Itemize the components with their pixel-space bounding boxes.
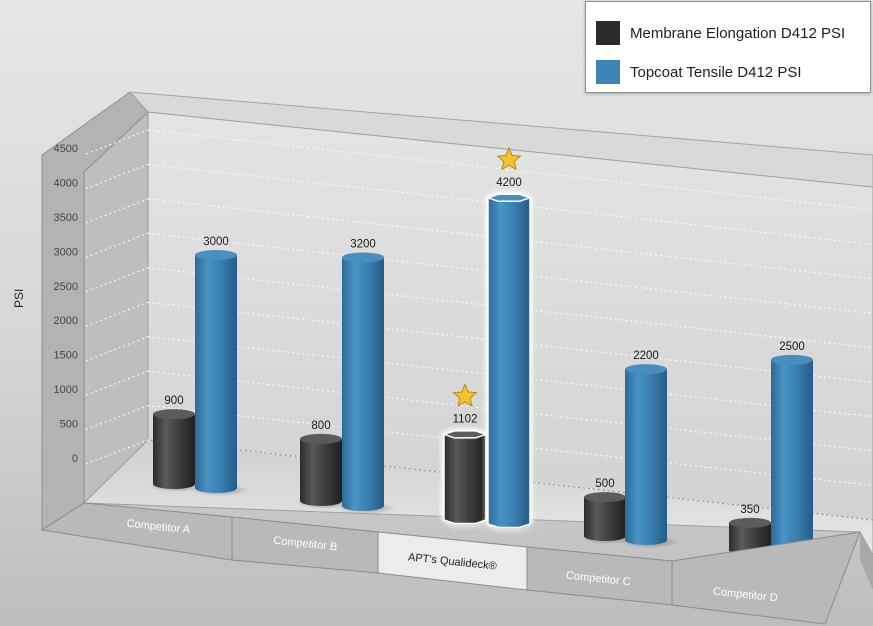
bar-cap <box>153 409 195 420</box>
gridline <box>147 336 873 418</box>
star-icon <box>496 146 522 171</box>
bar-cap <box>195 250 237 260</box>
bar-cap <box>485 193 533 203</box>
right-lip <box>860 532 873 590</box>
bar-body <box>342 257 384 511</box>
legend-swatch-membrane <box>596 21 620 45</box>
legend-label-topcoat: Topcoat Tensile D412 PSI <box>630 63 802 81</box>
gridline-side <box>85 232 149 258</box>
gridline <box>147 198 873 280</box>
y-tick-label: 4000 <box>54 177 78 189</box>
bar-cap <box>342 252 384 263</box>
bar-cap <box>441 430 489 439</box>
gridline <box>147 301 873 383</box>
data-label: 900 <box>164 395 183 407</box>
legend-label-membrane: Membrane Elongation D412 PSI <box>630 24 846 42</box>
bar-body <box>584 497 626 541</box>
data-label: 3200 <box>350 238 376 250</box>
data-label: 800 <box>311 420 330 432</box>
data-label: 350 <box>740 504 759 516</box>
bar-cap <box>729 517 771 528</box>
gridline-side <box>85 439 149 465</box>
gridline <box>147 163 873 245</box>
left-wall <box>83 110 149 505</box>
bar <box>338 252 396 514</box>
y-axis-ticks: 0 500 1000 1500 2000 2500 3000 3500 4000 4500 <box>54 143 78 465</box>
y-tick-label: 1500 <box>54 350 78 362</box>
y-tick-label: 3500 <box>54 212 78 224</box>
gridline-side <box>85 267 149 293</box>
legend-item-topcoat: Topcoat Tensile D412 PSI <box>596 59 802 85</box>
bar <box>440 430 498 528</box>
gridline <box>147 129 873 211</box>
bar-cap <box>300 433 342 444</box>
gridline-side <box>85 336 149 362</box>
gridline <box>147 370 873 452</box>
bar <box>296 433 354 509</box>
gridline-side <box>85 129 149 155</box>
bar <box>580 492 638 544</box>
bar-body <box>487 193 531 529</box>
top-frame <box>128 91 873 188</box>
legend-swatch-topcoat <box>596 60 620 84</box>
y-tick-label: 2500 <box>54 281 78 293</box>
gridline <box>147 232 873 314</box>
category-strip <box>671 531 861 625</box>
gridline-side <box>85 198 149 224</box>
gridline-side <box>85 301 149 327</box>
y-axis-label: PSI <box>12 288 26 308</box>
data-label: 2200 <box>633 350 659 362</box>
legend: Membrane Elongation D412 PSI Topcoat Ten… <box>585 1 871 93</box>
gridline <box>147 405 873 487</box>
bar-body <box>300 438 342 506</box>
data-label: 500 <box>595 478 614 490</box>
bar-cap <box>771 354 813 365</box>
bar <box>621 364 679 548</box>
star-icon <box>452 383 478 408</box>
y-tick-label: 500 <box>60 419 78 431</box>
y-tick-label: 2000 <box>54 315 78 327</box>
bar <box>191 250 249 496</box>
y-tick-label: 3000 <box>54 246 78 258</box>
data-label: 2500 <box>779 341 805 353</box>
bar <box>484 193 542 532</box>
y-tick-label: 0 <box>72 453 78 465</box>
gridline-side <box>85 370 149 396</box>
bar-body <box>195 255 237 493</box>
gridline <box>147 267 873 349</box>
y-tick-label: 4500 <box>54 143 78 155</box>
bar-body <box>443 430 487 525</box>
bar-body <box>625 369 667 545</box>
bar-body <box>771 359 813 559</box>
legend-item-membrane: Membrane Elongation D412 PSI <box>596 20 845 46</box>
data-label: 3000 <box>203 236 229 248</box>
category-strip <box>40 502 233 561</box>
bars: 900 3000 800 3200 1102 4200 500 2200 350 2500 <box>149 146 825 562</box>
bar-body <box>153 414 195 489</box>
gridline-side <box>85 163 149 189</box>
gridline-side <box>85 405 149 431</box>
data-label: 1102 <box>453 413 478 425</box>
y-tick-label: 1000 <box>54 384 78 396</box>
gridline <box>147 439 873 521</box>
gridlines <box>85 129 873 521</box>
bar-cap <box>584 492 626 503</box>
bar-cap <box>625 364 667 375</box>
data-label: 4200 <box>496 177 522 189</box>
